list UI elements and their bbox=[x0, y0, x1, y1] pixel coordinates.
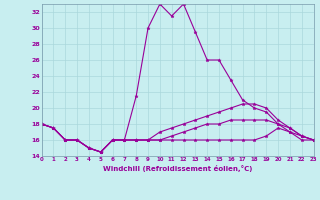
X-axis label: Windchill (Refroidissement éolien,°C): Windchill (Refroidissement éolien,°C) bbox=[103, 165, 252, 172]
